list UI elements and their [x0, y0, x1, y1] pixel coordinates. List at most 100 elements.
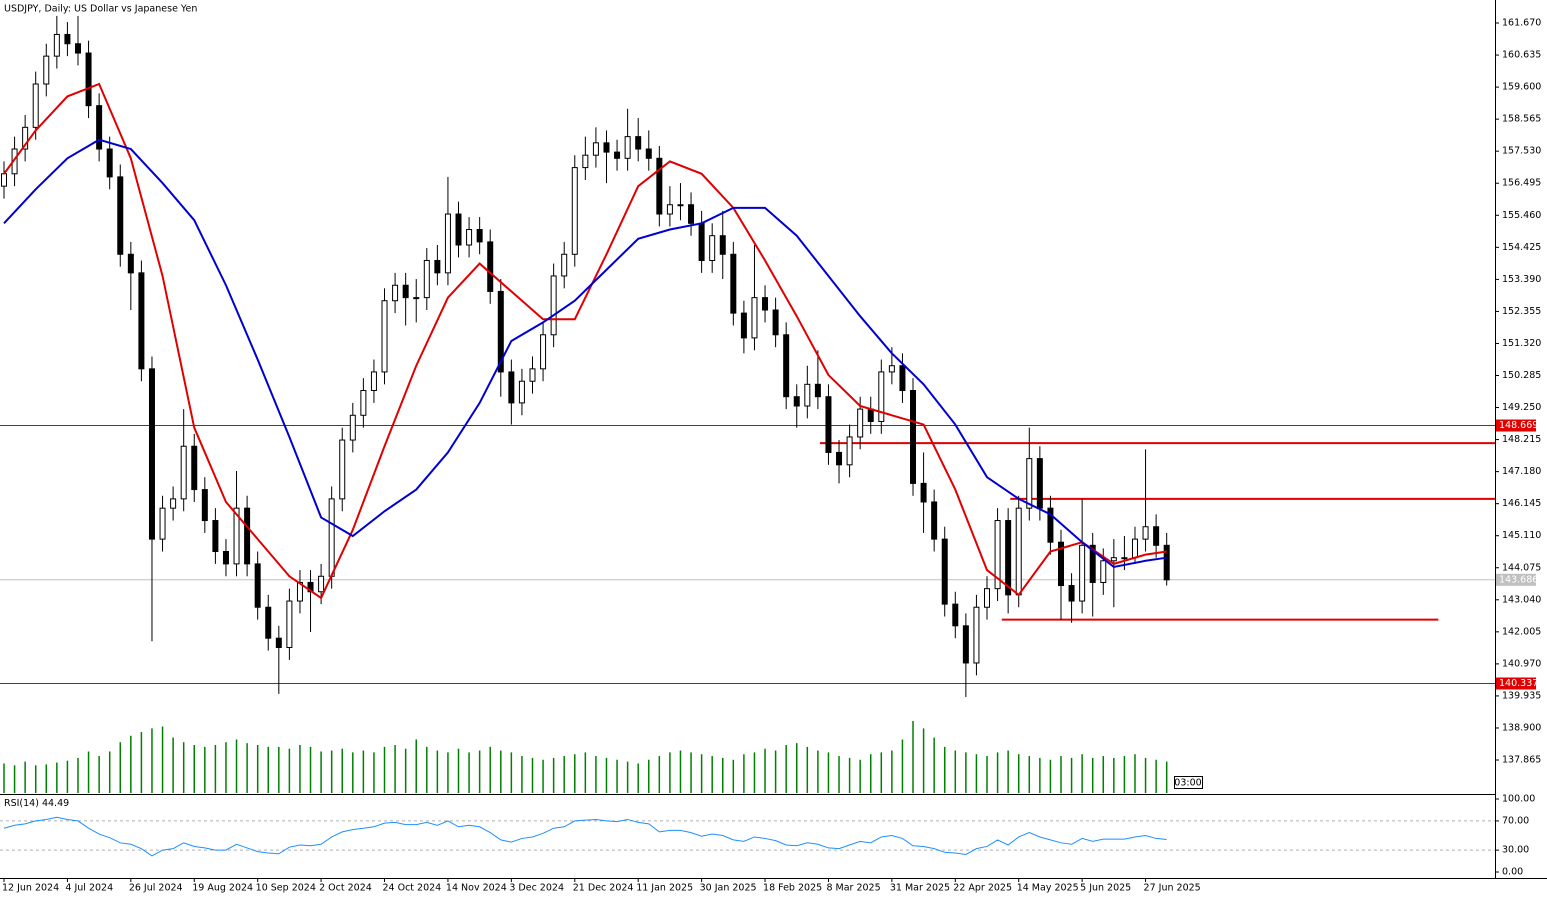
candle-body [455, 213, 462, 246]
candle-body [635, 136, 642, 150]
candle-body [688, 204, 695, 224]
candle-body [402, 284, 409, 299]
candle-body [857, 408, 864, 438]
candle-body [148, 368, 155, 540]
x-tick-label: 27 Jun 2025 [1144, 883, 1201, 894]
candle-body [1005, 520, 1012, 596]
candle-body [74, 43, 81, 54]
candle-body [1057, 541, 1064, 587]
x-tick-label: 24 Oct 2024 [383, 883, 442, 894]
rsi-value: 44.49 [42, 798, 69, 809]
candle-body [709, 235, 716, 261]
y-tick-label: 151.320 [1502, 338, 1541, 349]
x-tick-label: 3 Dec 2024 [509, 883, 564, 894]
candle-body [1142, 526, 1149, 540]
rsi-label: RSI(14) 44.49 [4, 798, 69, 809]
chart-title: USDJPY, Daily: US Dollar vs Japanese Yen [4, 4, 197, 15]
candle-body [624, 136, 631, 159]
rsi-line [3, 816, 1167, 857]
candle-body [994, 520, 1001, 590]
x-tick-label: 21 Dec 2024 [573, 883, 634, 894]
y-tick-label: 161.670 [1502, 18, 1541, 29]
candle-body [772, 309, 779, 336]
candle-body [984, 588, 991, 608]
candle-body [22, 126, 29, 150]
x-tick-label: 14 May 2025 [1017, 883, 1079, 894]
candle-body [529, 368, 536, 382]
candle-body [867, 408, 874, 422]
candle-body [1015, 507, 1022, 596]
candle-body [1121, 557, 1128, 560]
candle-body [1089, 544, 1096, 583]
level-label: 140.337 [1499, 678, 1538, 689]
candle-body [328, 498, 335, 577]
candle-body [413, 297, 420, 300]
candle-body [106, 148, 113, 178]
candle-body [127, 253, 134, 274]
candle-body [518, 380, 525, 404]
candle-body [85, 52, 92, 107]
y-tick-label: 140.970 [1502, 658, 1541, 669]
candle-body [677, 204, 684, 207]
candle-body [233, 507, 240, 565]
candle-body [571, 167, 578, 255]
candle-body [698, 222, 705, 261]
candle-body [275, 637, 282, 648]
x-tick-label: 19 Aug 2024 [192, 883, 253, 894]
x-tick-label: 11 Jan 2025 [636, 883, 693, 894]
candle-body [32, 83, 39, 128]
y-tick-label: 146.145 [1502, 498, 1541, 509]
x-tick-label: 12 Jun 2024 [2, 883, 59, 894]
y-tick-label: 149.250 [1502, 402, 1541, 413]
candle-body [212, 520, 219, 553]
candle-body [434, 259, 441, 274]
y-tick-label: 152.355 [1502, 306, 1541, 317]
candle-body [392, 284, 399, 302]
candle-body [804, 383, 811, 407]
candle-body [899, 365, 906, 392]
candle-body [339, 439, 346, 500]
candle-body [360, 390, 367, 416]
y-tick-label: 148.215 [1502, 434, 1541, 445]
candle-body [846, 436, 853, 466]
candle-body [53, 33, 60, 57]
candle-body [423, 259, 430, 299]
candle-body [244, 507, 251, 565]
candle-body [1068, 585, 1075, 602]
x-tick-label: 14 Nov 2024 [446, 883, 507, 894]
y-tick-label: 160.635 [1502, 50, 1541, 61]
y-tick-label: 147.180 [1502, 466, 1541, 477]
moving-average [3, 82, 1167, 600]
x-tick-label: 2 Oct 2024 [319, 883, 372, 894]
candle-body [836, 451, 843, 466]
candle-body [920, 482, 927, 503]
candle-body [1100, 560, 1107, 583]
candle-body [43, 55, 50, 85]
candle-body [931, 501, 938, 540]
y-tick-label: 155.460 [1502, 210, 1541, 221]
y-tick-label: 138.900 [1502, 722, 1541, 733]
candle-body [318, 575, 325, 593]
current-price-box [1496, 573, 1536, 586]
candle-body [793, 396, 800, 407]
candle-body [910, 390, 917, 484]
candle-body [719, 235, 726, 255]
candle-body [1153, 526, 1160, 546]
candle-body [117, 176, 124, 255]
x-tick-label: 26 Jul 2024 [129, 883, 183, 894]
candle-body [814, 383, 821, 398]
candle-body [973, 606, 980, 664]
y-tick-label: 159.600 [1502, 82, 1541, 93]
candle-body [582, 154, 589, 169]
y-tick-label: 142.005 [1502, 626, 1541, 637]
rsi-y-tick-label: 100.00 [1502, 794, 1535, 805]
x-tick-label: 5 Jun 2025 [1080, 883, 1131, 894]
candle-body [614, 151, 621, 159]
y-tick-label: 158.565 [1502, 114, 1541, 125]
candle-body [666, 204, 673, 215]
candle-body [370, 371, 377, 392]
candle-body [1163, 544, 1170, 581]
candle-body [751, 297, 758, 339]
